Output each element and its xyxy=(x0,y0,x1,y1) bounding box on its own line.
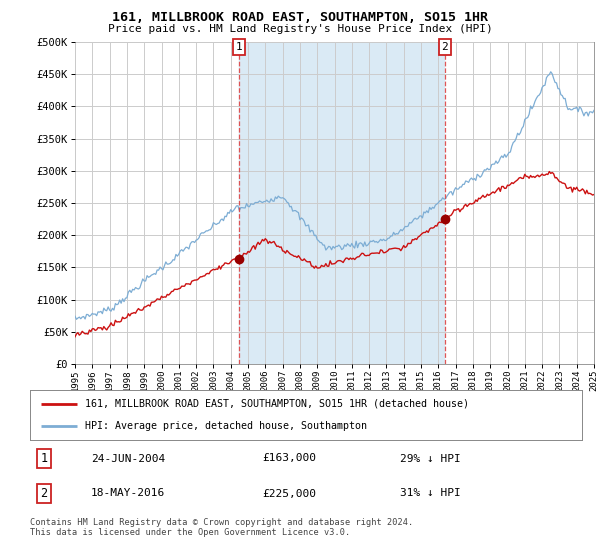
Text: 24-JUN-2004: 24-JUN-2004 xyxy=(91,454,165,464)
Text: 1: 1 xyxy=(40,452,47,465)
Text: 29% ↓ HPI: 29% ↓ HPI xyxy=(400,454,461,464)
Text: HPI: Average price, detached house, Southampton: HPI: Average price, detached house, Sout… xyxy=(85,421,367,431)
Text: 2: 2 xyxy=(442,42,448,52)
Text: £225,000: £225,000 xyxy=(262,488,316,498)
Text: Price paid vs. HM Land Registry's House Price Index (HPI): Price paid vs. HM Land Registry's House … xyxy=(107,24,493,34)
Text: 1: 1 xyxy=(235,42,242,52)
Text: £163,000: £163,000 xyxy=(262,454,316,464)
Text: 18-MAY-2016: 18-MAY-2016 xyxy=(91,488,165,498)
Text: 31% ↓ HPI: 31% ↓ HPI xyxy=(400,488,461,498)
Text: 161, MILLBROOK ROAD EAST, SOUTHAMPTON, SO15 1HR (detached house): 161, MILLBROOK ROAD EAST, SOUTHAMPTON, S… xyxy=(85,399,469,409)
Text: 161, MILLBROOK ROAD EAST, SOUTHAMPTON, SO15 1HR: 161, MILLBROOK ROAD EAST, SOUTHAMPTON, S… xyxy=(112,11,488,24)
Text: Contains HM Land Registry data © Crown copyright and database right 2024.
This d: Contains HM Land Registry data © Crown c… xyxy=(30,518,413,538)
Text: 2: 2 xyxy=(40,487,47,500)
